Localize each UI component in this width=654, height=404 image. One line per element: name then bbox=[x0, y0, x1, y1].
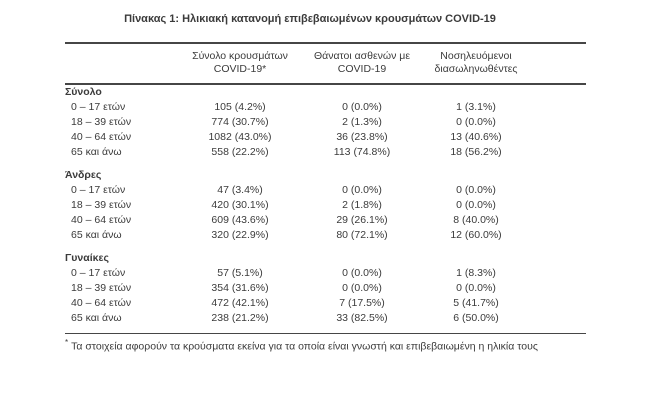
intubated-value: 8 (40.0%) bbox=[453, 213, 499, 226]
deaths-value: 33 (82.5%) bbox=[336, 311, 388, 324]
column-header-intubated-line1: Νοσηλευόμενοι bbox=[440, 49, 512, 62]
deaths-value: 0 (0.0%) bbox=[342, 281, 382, 294]
table-header-row: Σύνολο κρουσμάτων COVID-19* Θάνατοι ασθε… bbox=[65, 44, 586, 84]
table-row: 0 – 17 ετών 105 (4.2%) 0 (0.0%) 1 (3.1%) bbox=[65, 100, 586, 115]
table-row: 18 – 39 ετών 774 (30.7%) 2 (1.3%) 0 (0.0… bbox=[65, 115, 586, 130]
covid-age-table: Σύνολο κρουσμάτων COVID-19* Θάνατοι ασθε… bbox=[65, 42, 586, 334]
section-header-men: Άνδρες bbox=[65, 168, 586, 183]
table-row: 40 – 64 ετών 472 (42.1%) 7 (17.5%) 5 (41… bbox=[65, 296, 586, 311]
intubated-value: 6 (50.0%) bbox=[453, 311, 499, 324]
intubated-value: 0 (0.0%) bbox=[456, 198, 496, 211]
cases-value: 354 (31.6%) bbox=[211, 281, 269, 294]
column-header-cases: Σύνολο κρουσμάτων COVID-19* bbox=[178, 50, 302, 77]
column-header-deaths-line2: COVID-19 bbox=[337, 63, 387, 76]
cases-value: 420 (30.1%) bbox=[211, 198, 269, 211]
age-group-label: 40 – 64 ετών bbox=[71, 213, 132, 226]
deaths-value: 2 (1.8%) bbox=[342, 198, 382, 211]
intubated-value: 13 (40.6%) bbox=[450, 130, 502, 143]
age-group-label: 18 – 39 ετών bbox=[71, 281, 132, 294]
cases-value: 774 (30.7%) bbox=[211, 115, 269, 128]
table-rule-bottom bbox=[65, 332, 586, 334]
section-header-women: Γυναίκες bbox=[65, 251, 586, 266]
column-header-intubated: Νοσηλευόμενοι διασωληνωθέντες bbox=[422, 50, 530, 77]
column-header-cases-line1: Σύνολο κρουσμάτων bbox=[192, 49, 288, 62]
column-header-deaths: Θάνατοι ασθενών με COVID-19 bbox=[302, 50, 422, 77]
table-row: 65 και άνω 320 (22.9%) 80 (72.1%) 12 (60… bbox=[65, 228, 586, 243]
age-group-label: 40 – 64 ετών bbox=[71, 296, 132, 309]
deaths-value: 0 (0.0%) bbox=[342, 183, 382, 196]
footnote: * Τα στοιχεία αφορούν τα κρούσματα εκείνα… bbox=[65, 336, 605, 354]
table-row: 0 – 17 ετών 47 (3.4%) 0 (0.0%) 0 (0.0%) bbox=[65, 183, 586, 198]
age-group-label: 0 – 17 ετών bbox=[71, 183, 126, 196]
deaths-value: 0 (0.0%) bbox=[342, 100, 382, 113]
deaths-value: 29 (26.1%) bbox=[336, 213, 388, 226]
intubated-value: 0 (0.0%) bbox=[456, 281, 496, 294]
section-name: Άνδρες bbox=[65, 168, 102, 181]
table-row: 65 και άνω 558 (22.2%) 113 (74.8%) 18 (5… bbox=[65, 145, 586, 160]
table-title: Πίνακας 1: Ηλικιακή κατανομή επιβεβαιωμέ… bbox=[124, 13, 496, 25]
deaths-value: 2 (1.3%) bbox=[342, 115, 382, 128]
table-row: 18 – 39 ετών 420 (30.1%) 2 (1.8%) 0 (0.0… bbox=[65, 198, 586, 213]
age-group-label: 65 και άνω bbox=[71, 145, 122, 158]
cases-value: 1082 (43.0%) bbox=[208, 130, 272, 143]
section-name: Σύνολο bbox=[65, 85, 102, 98]
cases-value: 320 (22.9%) bbox=[211, 228, 269, 241]
cases-value: 558 (22.2%) bbox=[211, 145, 269, 158]
intubated-value: 1 (3.1%) bbox=[456, 100, 496, 113]
column-header-intubated-line2: διασωληνωθέντες bbox=[434, 63, 518, 76]
intubated-value: 0 (0.0%) bbox=[456, 183, 496, 196]
deaths-value: 113 (74.8%) bbox=[333, 145, 391, 158]
cases-value: 472 (42.1%) bbox=[211, 296, 269, 309]
table-row: 18 – 39 ετών 354 (31.6%) 0 (0.0%) 0 (0.0… bbox=[65, 281, 586, 296]
section-header-total: Σύνολο bbox=[65, 85, 586, 100]
cases-value: 238 (21.2%) bbox=[211, 311, 269, 324]
cases-value: 57 (5.1%) bbox=[217, 266, 263, 279]
table-rule-header bbox=[65, 83, 586, 85]
table-row: 0 – 17 ετών 57 (5.1%) 0 (0.0%) 1 (8.3%) bbox=[65, 266, 586, 281]
intubated-value: 1 (8.3%) bbox=[456, 266, 496, 279]
cases-value: 105 (4.2%) bbox=[214, 100, 266, 113]
table-row: 65 και άνω 238 (21.2%) 33 (82.5%) 6 (50.… bbox=[65, 311, 586, 326]
footnote-asterisk: * bbox=[65, 338, 69, 347]
table-row: 40 – 64 ετών 609 (43.6%) 29 (26.1%) 8 (4… bbox=[65, 213, 586, 228]
intubated-value: 12 (60.0%) bbox=[450, 228, 502, 241]
intubated-value: 5 (41.7%) bbox=[453, 296, 499, 309]
column-header-deaths-line1: Θάνατοι ασθενών με bbox=[313, 49, 411, 62]
age-group-label: 18 – 39 ετών bbox=[71, 115, 132, 128]
age-group-label: 40 – 64 ετών bbox=[71, 130, 132, 143]
footnote-text: Τα στοιχεία αφορούν τα κρούσματα εκείνα … bbox=[71, 340, 538, 353]
section-name: Γυναίκες bbox=[65, 251, 109, 264]
deaths-value: 80 (72.1%) bbox=[336, 228, 388, 241]
cases-value: 609 (43.6%) bbox=[211, 213, 269, 226]
deaths-value: 36 (23.8%) bbox=[336, 130, 388, 143]
table-rule-top bbox=[65, 42, 586, 44]
table-row: 40 – 64 ετών 1082 (43.0%) 36 (23.8%) 13 … bbox=[65, 130, 586, 145]
column-header-cases-line2: COVID-19* bbox=[213, 63, 267, 76]
age-group-label: 0 – 17 ετών bbox=[71, 266, 126, 279]
deaths-value: 7 (17.5%) bbox=[339, 296, 385, 309]
age-group-label: 18 – 39 ετών bbox=[71, 198, 132, 211]
age-group-label: 0 – 17 ετών bbox=[71, 100, 126, 113]
age-group-label: 65 και άνω bbox=[71, 228, 122, 241]
cases-value: 47 (3.4%) bbox=[217, 183, 263, 196]
deaths-value: 0 (0.0%) bbox=[342, 266, 382, 279]
intubated-value: 18 (56.2%) bbox=[450, 145, 502, 158]
intubated-value: 0 (0.0%) bbox=[456, 115, 496, 128]
age-group-label: 65 και άνω bbox=[71, 311, 122, 324]
